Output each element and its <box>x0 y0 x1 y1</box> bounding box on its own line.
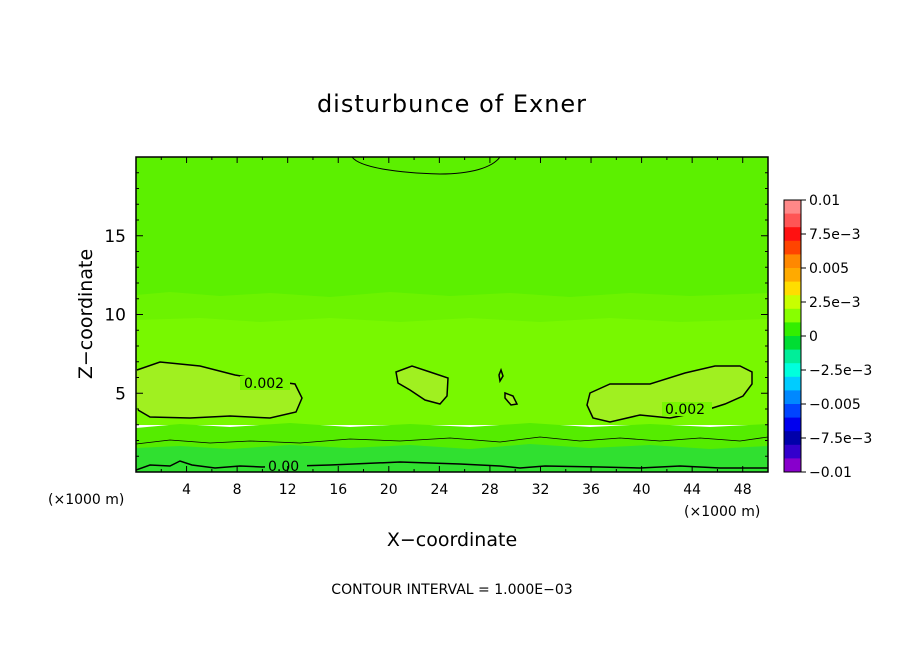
colorbar-label: 0.005 <box>809 261 849 277</box>
contour-line-left <box>136 361 303 419</box>
y-axis-label: Z−coordinate <box>75 249 97 379</box>
x-tick-label: 24 <box>430 482 448 498</box>
chart-title: disturbunce of Exner <box>317 90 587 118</box>
y-tick-label: 5 <box>115 384 126 404</box>
colorbar-swatch <box>784 390 801 405</box>
colorbar-label: 0 <box>809 329 818 345</box>
colorbar-swatch <box>784 254 801 269</box>
colorbar-swatch <box>784 213 801 228</box>
colorbar-swatch <box>784 376 801 391</box>
contour-interval-note: CONTOUR INTERVAL = 1.000E−03 <box>331 582 572 598</box>
colorbar-swatch <box>784 349 801 364</box>
colorbar-swatch <box>784 444 801 459</box>
contour-label-box <box>662 402 712 416</box>
x-tick-label: 12 <box>279 482 297 498</box>
colorbar-swatch <box>784 227 801 242</box>
colorbar-swatch <box>784 431 801 446</box>
contour-line-center <box>395 365 449 405</box>
colorbar-label: −7.5e−3 <box>809 431 872 447</box>
x-tick-label: 28 <box>481 482 499 498</box>
x-axis-label: X−coordinate <box>387 529 517 551</box>
x-tick-label: 48 <box>734 482 752 498</box>
contour-label: 0.002 <box>665 402 705 418</box>
x-tick-label: 40 <box>633 482 651 498</box>
colorbar-swatch <box>784 336 801 351</box>
contour-label-box <box>265 460 307 472</box>
x-tick-label: 8 <box>233 482 242 498</box>
colorbar-label: −2.5e−3 <box>809 363 872 379</box>
contour-label-box <box>240 376 290 390</box>
colorbar-swatch <box>784 240 801 255</box>
colorbar-swatch <box>784 458 801 473</box>
x-tick-label: 16 <box>329 482 347 498</box>
contour-line-small-a <box>498 367 504 384</box>
y-tick-label: 15 <box>104 227 126 247</box>
colorbar-swatch <box>784 295 801 310</box>
field-blob-center <box>396 366 448 404</box>
contour-label: 0.002 <box>244 376 284 392</box>
field-top-band <box>136 157 768 317</box>
x-unit-left: (×1000 m) <box>48 492 124 508</box>
contour-line-small-b <box>504 391 519 406</box>
colorbar-label: 7.5e−3 <box>809 227 861 243</box>
colorbar-swatch <box>784 281 801 296</box>
colorbar-swatch <box>784 268 801 283</box>
plot-area <box>136 157 768 472</box>
colorbar-label: −0.01 <box>809 465 852 481</box>
x-axis: 4 8 12 16 20 24 28 32 36 40 44 48 <box>160 157 752 498</box>
colorbar-swatch <box>784 322 801 337</box>
colorbar-swatch <box>784 308 801 323</box>
contour-line-top <box>351 157 501 175</box>
y-axis: 5 10 15 <box>104 172 768 457</box>
contour-line-zero <box>136 460 768 471</box>
x-tick-label: 4 <box>182 482 191 498</box>
x-tick-label: 36 <box>582 482 600 498</box>
colorbar-label: −0.005 <box>809 397 861 413</box>
x-tick-label: 32 <box>532 482 550 498</box>
x-unit-right: (×1000 m) <box>684 504 760 520</box>
colorbar-swatch <box>784 363 801 378</box>
colorbar-label: 0.01 <box>809 193 840 209</box>
colorbar-label: 2.5e−3 <box>809 295 861 311</box>
x-tick-label: 20 <box>380 482 398 498</box>
field-blob-small <box>505 393 517 405</box>
colorbar: 0.01 7.5e−3 0.005 2.5e−3 0 −2.5e−3 −0.005 −7.5e… <box>783 193 872 481</box>
contour-label: 0.00 <box>268 459 299 475</box>
colorbar-swatch <box>784 404 801 419</box>
colorbar-swatch <box>784 417 801 432</box>
colorbar-swatch <box>784 200 801 215</box>
contour-line-lower <box>136 436 768 445</box>
x-tick-label: 44 <box>683 482 701 498</box>
contour-line-right <box>586 365 753 423</box>
y-tick-label: 10 <box>104 306 126 326</box>
field-blob-left <box>136 362 302 418</box>
